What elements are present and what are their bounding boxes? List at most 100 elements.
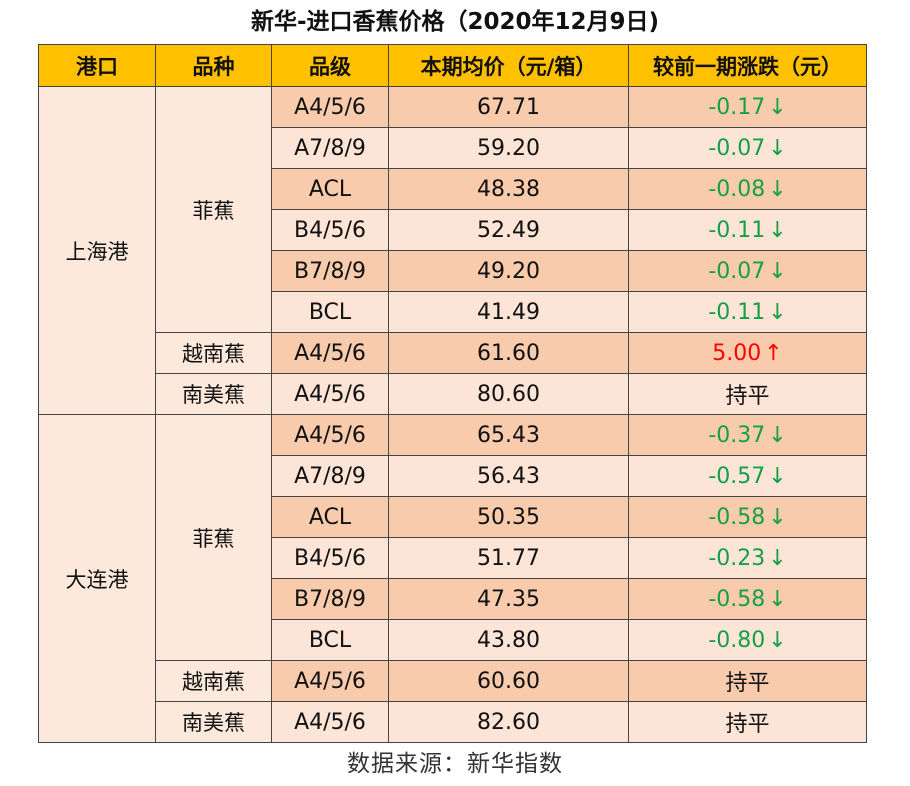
price-cell: 60.60 xyxy=(388,660,629,702)
change-value: -0.58 xyxy=(708,504,766,530)
grade-cell: B4/5/6 xyxy=(271,537,389,579)
table-row: A7/8/9 59.20 -0.07 ↓ xyxy=(39,127,867,169)
change-cell: 持平 xyxy=(628,660,867,702)
grade-cell: A4/5/6 xyxy=(271,86,389,128)
arrow-down-icon: ↓ xyxy=(768,627,787,653)
price-cell: 51.77 xyxy=(388,537,629,579)
price-cell: 43.80 xyxy=(388,619,629,661)
variety-cell: 菲蕉 xyxy=(155,414,272,661)
variety-cell: 菲蕉 xyxy=(155,86,272,333)
change-value: -0.11 xyxy=(708,217,766,243)
change-value: 5.00 xyxy=(712,340,762,366)
table-row: 上海港 菲蕉 A4/5/6 67.71 -0.17 ↓ xyxy=(38,86,867,415)
change-cell: -0.07 ↓ xyxy=(628,250,867,292)
price-cell: 59.20 xyxy=(388,127,629,169)
change-cell: -0.58 ↓ xyxy=(628,496,867,538)
change-cell: -0.57 ↓ xyxy=(628,455,867,497)
table-header-row: 港口 品种 品级 本期均价（元/箱） 较前一期涨跌（元） xyxy=(38,44,867,87)
change-cell: -0.11 ↓ xyxy=(628,209,867,251)
grade-cell: A4/5/6 xyxy=(271,660,389,702)
grade-cell: A4/5/6 xyxy=(271,373,389,415)
arrow-down-icon: ↓ xyxy=(768,176,787,202)
grade-cell: A4/5/6 xyxy=(271,332,389,374)
table-row: 越南蕉 A4/5/6 61.60 5.00 ↑ xyxy=(39,332,867,374)
price-cell: 50.35 xyxy=(388,496,629,538)
grade-cell: ACL xyxy=(271,168,389,210)
change-cell: 持平 xyxy=(628,701,867,743)
arrow-down-icon: ↓ xyxy=(768,586,787,612)
change-cell: -0.07 ↓ xyxy=(628,127,867,169)
change-cell: -0.11 ↓ xyxy=(628,291,867,333)
grade-cell: A4/5/6 xyxy=(271,701,389,743)
change-value: -0.37 xyxy=(708,422,766,448)
table-row: BCL 41.49 -0.11 ↓ xyxy=(39,291,867,333)
arrow-down-icon: ↓ xyxy=(768,422,787,448)
header-price: 本期均价（元/箱） xyxy=(388,44,629,87)
data-source: 数据来源：新华指数 xyxy=(347,751,563,777)
change-value: 持平 xyxy=(725,384,770,409)
variety-cell: 越南蕉 xyxy=(155,660,272,702)
arrow-down-icon: ↓ xyxy=(768,545,787,571)
change-value: 持平 xyxy=(725,712,770,737)
table-row: B7/8/9 47.35 -0.58 ↓ xyxy=(39,578,867,620)
price-cell: 65.43 xyxy=(388,414,629,456)
grade-cell: BCL xyxy=(271,619,389,661)
change-cell: -0.08 ↓ xyxy=(628,168,867,210)
price-cell: 67.71 xyxy=(388,86,629,128)
arrow-up-icon: ↑ xyxy=(764,340,783,366)
arrow-down-icon: ↓ xyxy=(768,258,787,284)
grade-cell: B7/8/9 xyxy=(271,578,389,620)
change-value: -0.08 xyxy=(708,176,766,202)
price-cell: 56.43 xyxy=(388,455,629,497)
arrow-down-icon: ↓ xyxy=(768,135,787,161)
grade-cell: B7/8/9 xyxy=(271,250,389,292)
price-cell: 82.60 xyxy=(388,701,629,743)
table-row: B4/5/6 52.49 -0.11 ↓ xyxy=(39,209,867,251)
change-value: -0.58 xyxy=(708,586,766,612)
change-value: -0.17 xyxy=(708,94,766,120)
header-port: 港口 xyxy=(38,44,156,87)
arrow-down-icon: ↓ xyxy=(768,504,787,530)
arrow-down-icon: ↓ xyxy=(768,299,787,325)
table-row: B7/8/9 49.20 -0.07 ↓ xyxy=(39,250,867,292)
change-cell: -0.37 ↓ xyxy=(628,414,867,456)
grade-cell: A4/5/6 xyxy=(271,414,389,456)
change-cell: -0.17 ↓ xyxy=(628,86,867,128)
change-cell: -0.80 ↓ xyxy=(628,619,867,661)
change-value: -0.23 xyxy=(708,545,766,571)
price-cell: 61.60 xyxy=(388,332,629,374)
header-change: 较前一期涨跌（元） xyxy=(628,44,867,87)
grade-cell: ACL xyxy=(271,496,389,538)
grade-cell: A7/8/9 xyxy=(271,455,389,497)
variety-cell: 南美蕉 xyxy=(155,701,272,743)
banana-price-table: 港口 品种 品级 本期均价（元/箱） 较前一期涨跌（元） 上海港 菲蕉 A4/5/6… xyxy=(38,44,867,743)
change-cell: 持平 xyxy=(628,373,867,415)
change-value: -0.07 xyxy=(708,258,766,284)
header-grade: 品级 xyxy=(271,44,389,87)
price-cell: 80.60 xyxy=(388,373,629,415)
port-cell: 大连港 xyxy=(38,414,156,743)
variety-cell: 南美蕉 xyxy=(155,373,272,415)
price-cell: 49.20 xyxy=(388,250,629,292)
variety-cell: 越南蕉 xyxy=(155,332,272,374)
table-row: 南美蕉 A4/5/6 82.60 持平 xyxy=(39,701,867,743)
change-value: -0.11 xyxy=(708,299,766,325)
arrow-down-icon: ↓ xyxy=(768,217,787,243)
change-cell: -0.58 ↓ xyxy=(628,578,867,620)
price-cell: 48.38 xyxy=(388,168,629,210)
header-variety: 品种 xyxy=(155,44,272,87)
page-title: 新华-进口香蕉价格（2020年12月9日) xyxy=(250,9,660,35)
grade-cell: B4/5/6 xyxy=(271,209,389,251)
change-cell: -0.23 ↓ xyxy=(628,537,867,579)
table-body: 上海港 菲蕉 A4/5/6 67.71 -0.17 ↓ A7/8/9 59.20 -0.07 ↓ A… xyxy=(38,86,867,743)
port-cell: 上海港 xyxy=(38,86,156,415)
price-cell: 47.35 xyxy=(388,578,629,620)
arrow-down-icon: ↓ xyxy=(768,463,787,489)
table-row: 南美蕉 A4/5/6 80.60 持平 xyxy=(39,373,867,415)
change-value: -0.07 xyxy=(708,135,766,161)
grade-cell: A7/8/9 xyxy=(271,127,389,169)
change-value: 持平 xyxy=(725,671,770,696)
price-cell: 52.49 xyxy=(388,209,629,251)
change-value: -0.57 xyxy=(708,463,766,489)
table-row: 越南蕉 A4/5/6 60.60 持平 xyxy=(39,660,867,702)
